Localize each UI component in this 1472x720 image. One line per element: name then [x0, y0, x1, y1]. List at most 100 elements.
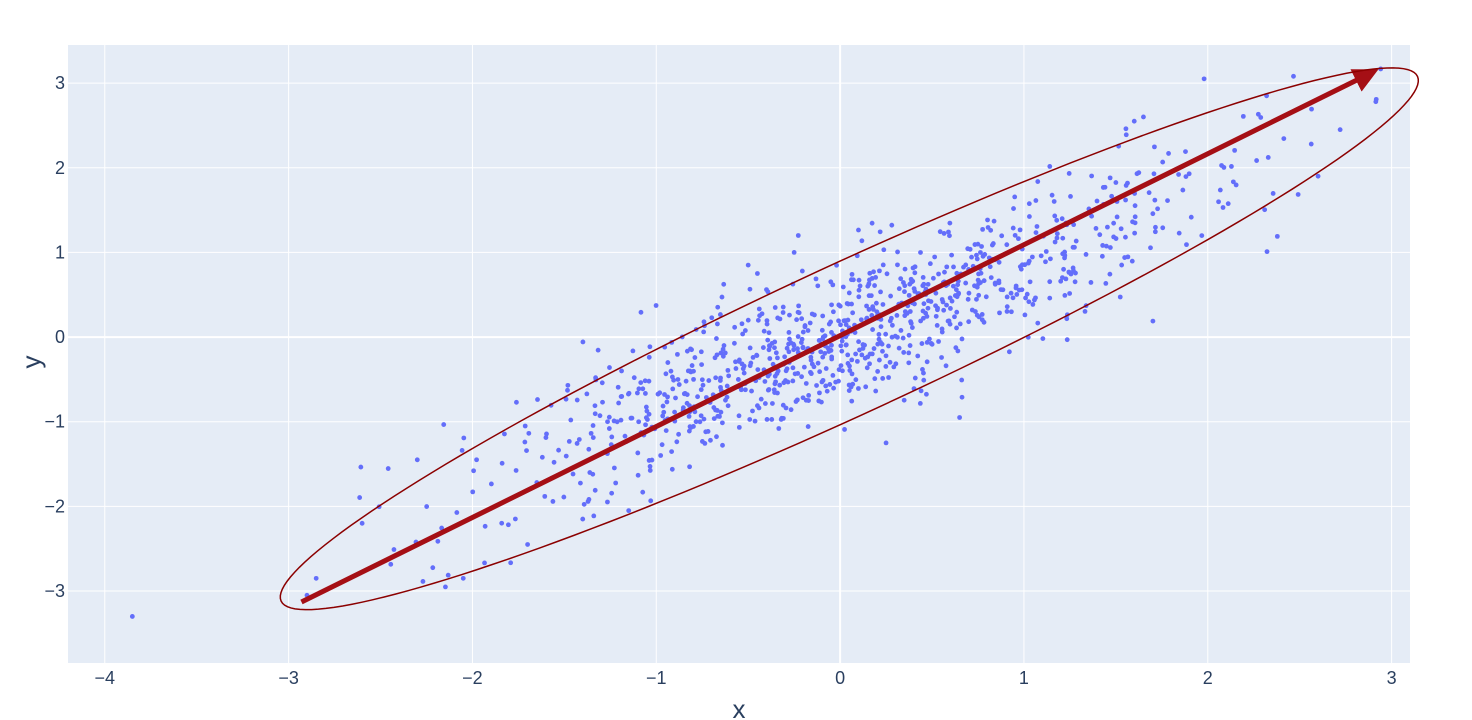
scatter-point — [818, 349, 824, 355]
scatter-point — [657, 390, 663, 396]
scatter-point — [629, 415, 635, 421]
scatter-point — [904, 311, 910, 316]
scatter-point — [482, 560, 487, 566]
scatter-point — [1012, 194, 1018, 200]
scatter-point — [1054, 231, 1060, 237]
scatter-point — [808, 357, 814, 363]
scatter-point — [845, 352, 851, 358]
scatter-point — [875, 369, 881, 374]
scatter-point — [1229, 164, 1234, 169]
scatter-point — [978, 270, 984, 276]
scatter-point — [590, 423, 596, 428]
scatter-point — [1064, 316, 1070, 322]
scatter-point — [869, 220, 875, 226]
scatter-point — [833, 379, 839, 385]
scatter-point — [719, 420, 725, 426]
scatter-point — [942, 269, 947, 275]
scatter-point — [1026, 299, 1032, 305]
scatter-point — [673, 395, 678, 401]
scatter-point — [715, 321, 720, 327]
scatter-point — [881, 247, 887, 253]
scatter-point — [1032, 297, 1037, 303]
principal-axis-arrow — [300, 69, 1379, 605]
scatter-point — [777, 316, 783, 322]
scatter-point — [756, 306, 762, 312]
scatter-point — [648, 498, 654, 504]
scatter-point — [817, 390, 822, 396]
scatter-point — [584, 391, 590, 397]
scatter-point — [1188, 214, 1194, 220]
scatter-point — [802, 324, 808, 330]
scatter-point — [867, 277, 872, 283]
scatter-point — [974, 252, 979, 258]
scatter-point — [1105, 224, 1110, 230]
scatter-point — [1030, 302, 1036, 307]
scatter-point — [988, 275, 994, 280]
scatter-point — [591, 513, 597, 519]
scatter-point — [499, 520, 505, 526]
scatter-point — [1165, 198, 1170, 203]
scatter-point — [1201, 76, 1207, 82]
scatter-point — [795, 309, 801, 315]
scatter-point — [615, 384, 621, 390]
scatter-point — [1123, 132, 1129, 138]
scatter-point — [691, 424, 696, 429]
scatter-point — [1230, 179, 1236, 185]
scatter-point — [877, 268, 882, 274]
scatter-point — [946, 229, 951, 235]
scatter-point — [580, 516, 586, 522]
scatter-point — [643, 422, 648, 428]
scatter-point — [800, 344, 806, 350]
scatter-point — [1166, 151, 1171, 156]
scatter-point — [856, 277, 862, 283]
scatter-point — [826, 321, 832, 327]
scatter-point — [711, 416, 717, 421]
scatter-point — [1082, 308, 1088, 314]
scatter-point — [760, 345, 766, 350]
scatter-point — [781, 380, 787, 386]
scatter-point — [807, 320, 813, 326]
scatter-point — [1035, 320, 1041, 326]
scatter-point — [827, 382, 833, 387]
y-axis-title: y — [16, 356, 46, 369]
scatter-point — [933, 313, 939, 319]
scatter-point — [592, 403, 598, 409]
scatter-point — [1113, 180, 1119, 185]
scatter-point — [439, 525, 445, 531]
scatter-point — [691, 376, 696, 382]
scatter-point — [875, 341, 881, 347]
scatter-point — [849, 271, 855, 277]
x-tick-label: 2 — [1203, 668, 1213, 688]
scatter-point — [574, 397, 580, 403]
scatter-point — [982, 252, 988, 257]
scatter-point — [813, 276, 819, 282]
scatter-point — [959, 394, 965, 400]
scatter-point — [698, 349, 704, 355]
scatter-point — [921, 370, 926, 376]
scatter-point — [915, 353, 921, 359]
scatter-point — [779, 415, 785, 421]
scatter-point — [849, 371, 855, 377]
scatter-point — [972, 242, 978, 247]
scatter-point — [445, 572, 451, 578]
scatter-point — [901, 397, 907, 403]
scatter-point — [764, 287, 769, 293]
scatter-point — [974, 284, 980, 290]
scatter-point — [943, 363, 949, 369]
scatter-point — [850, 310, 856, 316]
scatter-point — [668, 368, 674, 374]
scatter-point — [703, 429, 709, 435]
scatter-point — [692, 355, 698, 360]
scatter-point — [698, 387, 704, 393]
scatter-point — [987, 264, 993, 270]
scatter-point — [636, 386, 642, 392]
scatter-point — [737, 357, 742, 363]
scatter-point — [856, 287, 862, 293]
scatter-point — [720, 353, 726, 359]
scatter-point — [803, 397, 809, 403]
scatter-point — [643, 415, 649, 421]
scatter-point — [889, 222, 895, 228]
scatter-point — [1155, 206, 1161, 212]
scatter-point — [924, 314, 930, 319]
